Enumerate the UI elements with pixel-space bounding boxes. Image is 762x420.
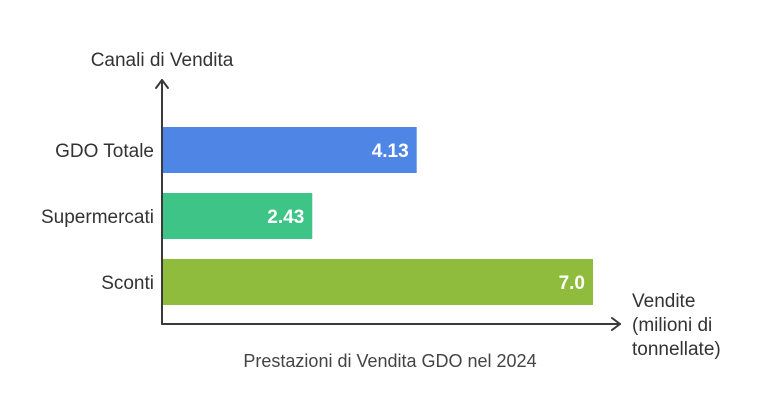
bar-gdo-totale — [163, 127, 417, 173]
bars-group: 4.13 GDO Totale 2.43 Supermercati 7.0 Sconti — [41, 127, 593, 305]
value-label-gdo-totale: 4.13 — [372, 141, 409, 162]
x-axis-title-line-1: Vendite — [632, 291, 695, 312]
chart-title: Prestazioni di Vendita GDO nel 2024 — [243, 351, 536, 371]
y-axis-arrow-icon — [155, 79, 169, 89]
bar-supermercati — [163, 193, 313, 239]
category-label-sconti: Sconti — [101, 273, 154, 294]
category-label-gdo-totale: GDO Totale — [55, 141, 154, 162]
category-label-supermercati: Supermercati — [41, 207, 154, 228]
x-axis-title-line-3: tonnellate) — [632, 339, 721, 360]
value-label-supermercati: 2.43 — [267, 207, 304, 228]
value-label-sconti: 7.0 — [559, 273, 585, 294]
y-axis-title: Canali di Vendita — [91, 50, 234, 71]
bar-sconti — [163, 259, 593, 305]
x-axis-arrow-icon — [611, 317, 621, 331]
x-axis-title-line-2: (milioni di — [632, 315, 712, 336]
